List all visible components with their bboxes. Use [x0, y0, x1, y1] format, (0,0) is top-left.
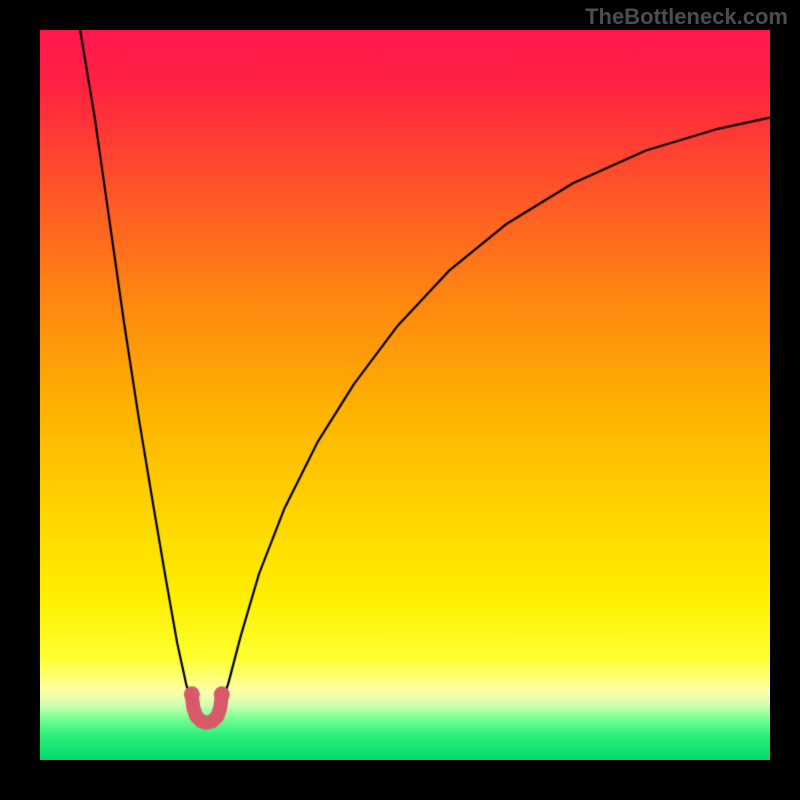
chart-wrapper: TheBottleneck.com: [0, 0, 800, 800]
attribution-label: TheBottleneck.com: [585, 4, 788, 30]
curve-canvas: [40, 30, 770, 760]
plot-area: [40, 30, 770, 760]
